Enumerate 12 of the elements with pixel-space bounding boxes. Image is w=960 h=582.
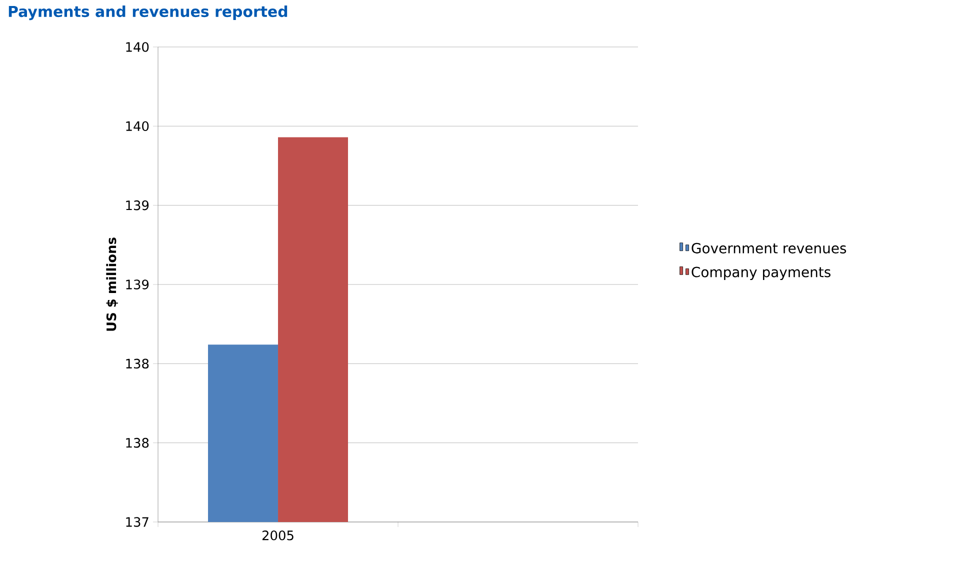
- y-tick-label: 140: [126, 121, 149, 132]
- y-tick-label: 139: [126, 200, 149, 210]
- y-axis-title: US $ millions: [106, 238, 118, 331]
- y-tick-label: 138: [126, 358, 149, 369]
- chart-title: Payments and revenues reported: [8, 6, 288, 20]
- x-tick-label: 2005: [262, 530, 294, 540]
- y-tick-label: 140: [126, 42, 149, 52]
- y-tick-label: 139: [126, 280, 149, 290]
- legend-label: Government revenues: [692, 242, 846, 254]
- y-tick-label: 138: [126, 438, 149, 448]
- y-tick-label: 137: [126, 517, 148, 527]
- legend-label: Company payments: [692, 266, 830, 280]
